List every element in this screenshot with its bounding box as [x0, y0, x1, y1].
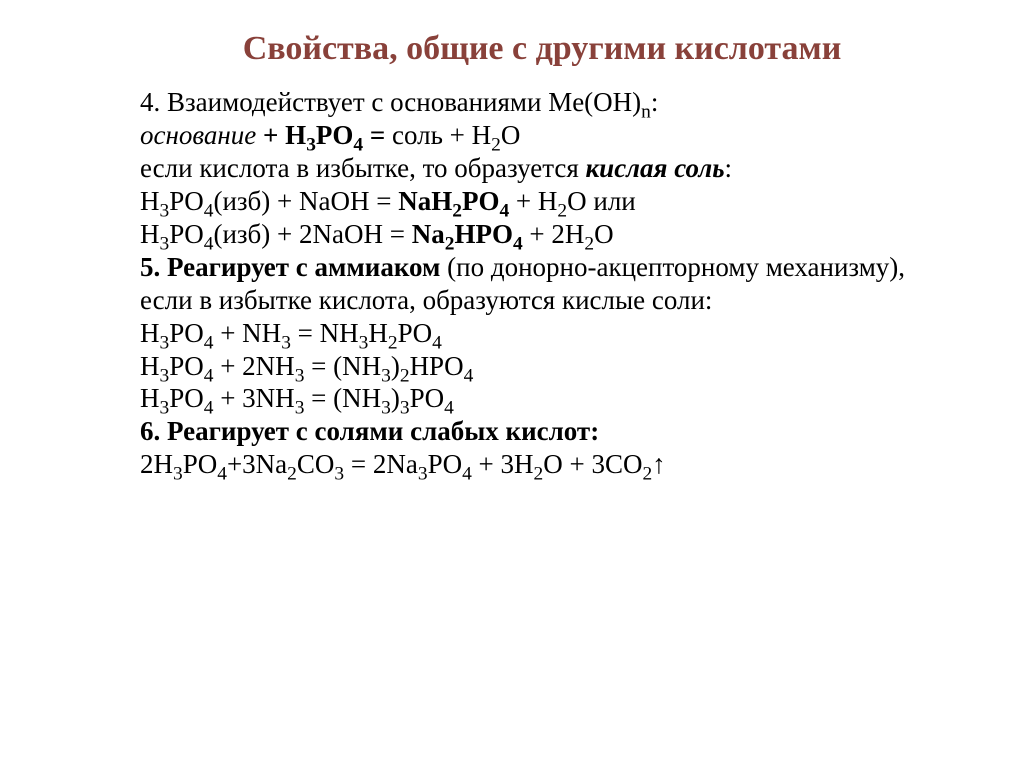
text-bold: =	[363, 120, 392, 150]
text-bold: 6. Реагирует с солями слабых кислот:	[140, 416, 599, 446]
line-4-generic: основание + H3PO4 = соль + H2O	[140, 119, 944, 152]
text-bold: 5. Реагирует с аммиаком	[140, 252, 447, 282]
text-bold: HPO	[454, 219, 513, 249]
sub-4: 4	[464, 365, 474, 386]
text: 2H	[140, 449, 173, 479]
slide-body: 4. Взаимодействует с основаниями Me(OH)n…	[140, 86, 944, 481]
text: = NH	[291, 318, 359, 348]
slide-title: Свойства, общие с другими кислотами	[140, 30, 944, 68]
text: 4. Взаимодействует с основаниями Me(OH)	[140, 87, 641, 117]
text: PO	[398, 318, 433, 348]
text: )	[391, 351, 400, 381]
text: H	[140, 351, 160, 381]
line-4-eq1: H3PO4(изб) + NaOH = NaH2PO4 + H2O или	[140, 185, 944, 218]
text: (изб) + 2NaOH =	[213, 219, 411, 249]
line-6-heading: 6. Реагирует с солями слабых кислот:	[140, 415, 944, 448]
line-4-eq2: H3PO4(изб) + 2NaOH = Na2HPO4 + 2H2O	[140, 218, 944, 251]
line-6-eq: 2H3PO4+3Na2CO3 = 2Na3PO4 + 3H2O + 3CO2↑	[140, 448, 944, 481]
text: :	[651, 87, 659, 117]
text: PO	[169, 219, 204, 249]
text: PO	[169, 186, 204, 216]
text: H	[140, 186, 160, 216]
text: = 2Na	[344, 449, 418, 479]
text: O + 3CO	[543, 449, 642, 479]
text: H	[140, 219, 160, 249]
text: = (NH	[304, 351, 381, 381]
text-bold: PO	[316, 120, 354, 150]
sub-4: 4	[217, 464, 227, 485]
text: + 2NH	[213, 351, 294, 381]
sub-n: n	[641, 101, 651, 122]
line-5-eq1: H3PO4 + NH3 = NH3H2PO4	[140, 317, 944, 350]
text: ↑	[652, 449, 666, 479]
text: соль + H	[392, 120, 491, 150]
text: )	[391, 383, 400, 413]
sub-2: 2	[287, 464, 297, 485]
sub-3: 3	[173, 464, 183, 485]
text-bold: NaH	[398, 186, 452, 216]
text: O или	[567, 186, 636, 216]
text: CO	[297, 449, 335, 479]
text: PO	[169, 383, 204, 413]
text: + NH	[213, 318, 281, 348]
sub-2: 2	[534, 464, 544, 485]
text: O	[594, 219, 614, 249]
text: :	[725, 153, 733, 183]
sub-3: 3	[418, 464, 428, 485]
text: = (NH	[304, 383, 381, 413]
line-4-note: если кислота в избытке, то образуется ки…	[140, 152, 944, 185]
text-bold: PO	[462, 186, 500, 216]
text: + 2H	[523, 219, 585, 249]
text-bold: + H	[256, 120, 306, 150]
text: если кислота в избытке, то образуется	[140, 153, 586, 183]
line-5-eq3: H3PO4 + 3NH3 = (NH3)3PO4	[140, 382, 944, 415]
text: O	[501, 120, 521, 150]
text: + 3NH	[213, 383, 294, 413]
line-4-heading: 4. Взаимодействует с основаниями Me(OH)n…	[140, 86, 944, 119]
text-italic-bold: кислая соль	[586, 153, 725, 183]
sub-3: 3	[334, 464, 344, 485]
text: +3Na	[227, 449, 287, 479]
text: PO	[410, 383, 445, 413]
sub-4: 4	[462, 464, 472, 485]
text: + H	[509, 186, 557, 216]
text: (изб) + NaOH =	[213, 186, 398, 216]
text: HPO	[410, 351, 464, 381]
text-italic: основание	[140, 120, 256, 150]
text: H	[140, 318, 160, 348]
text: + 3H	[472, 449, 534, 479]
text: PO	[169, 351, 204, 381]
text-bold: Na	[412, 219, 445, 249]
slide: Свойства, общие с другими кислотами 4. В…	[0, 0, 1024, 767]
text: H	[140, 383, 160, 413]
line-5-heading: 5. Реагирует с аммиаком (по донорно-акце…	[140, 251, 944, 317]
text: H	[368, 318, 388, 348]
sub-2: 2	[642, 464, 652, 485]
text: PO	[183, 449, 218, 479]
text: PO	[428, 449, 463, 479]
line-5-eq2: H3PO4 + 2NH3 = (NH3)2HPO4	[140, 350, 944, 383]
text: PO	[169, 318, 204, 348]
